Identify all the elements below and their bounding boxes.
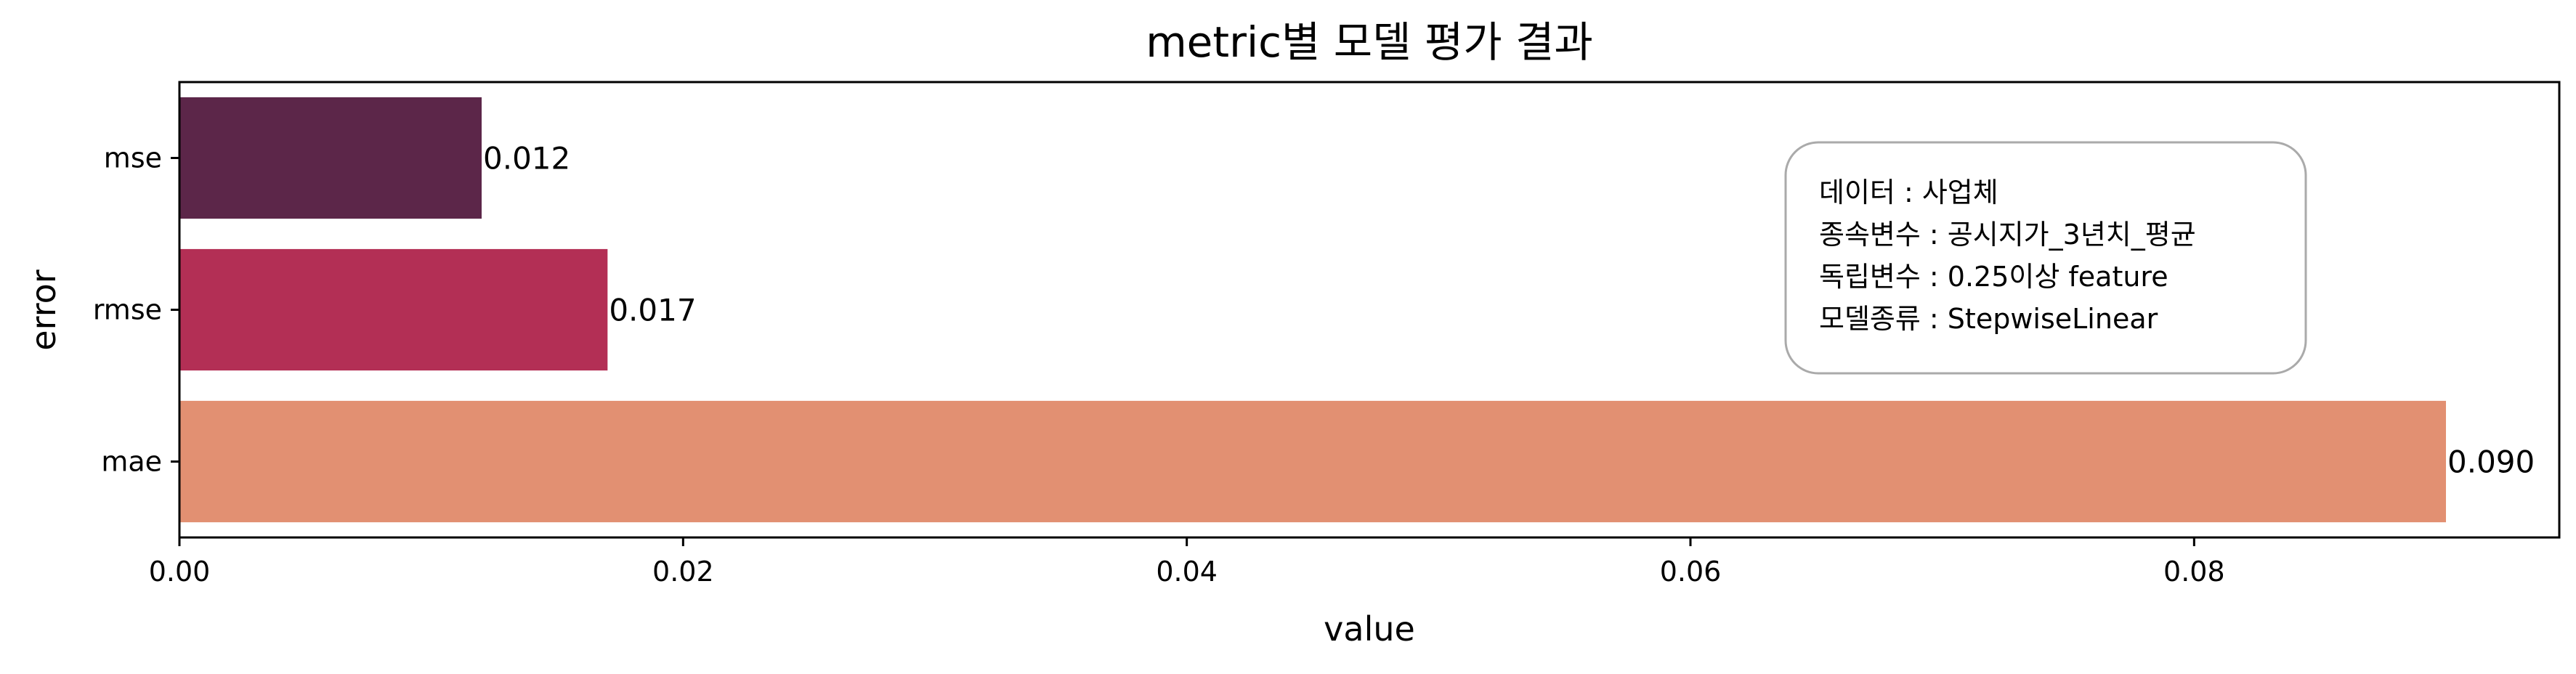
annotation-line-3: 독립변수 : 0.25이상 feature: [1819, 261, 2168, 293]
plot-frame: [178, 81, 2561, 539]
data-label-mse: 0.012: [483, 141, 570, 176]
annotation-line-2: 종속변수 : 공시지가_3년치_평균: [1819, 219, 2196, 251]
x-tick-label-2: 0.04: [1156, 556, 1218, 588]
chart-title: metric별 모델 평가 결과: [1146, 17, 1593, 67]
data-label-rmse: 0.017: [609, 293, 696, 328]
annotation-line-1: 데이터 : 사업체: [1819, 176, 1998, 208]
annotation-box: 데이터 : 사업체 종속변수 : 공시지가_3년치_평균 독립변수 : 0.25…: [1784, 141, 2307, 375]
y-tick-label-rmse: rmse: [93, 294, 162, 326]
bar-mae: [179, 400, 2446, 523]
x-axis-label: value: [1324, 609, 1415, 649]
annotation-line-4: 모델종류 : StepwiseLinear: [1819, 303, 2158, 335]
x-axis-ticks: 0.00 0.02 0.04 0.06 0.08: [149, 537, 2225, 588]
y-tick-label-mae: mae: [101, 446, 162, 478]
y-axis-label: error: [24, 269, 63, 350]
bar-rmse: [179, 248, 608, 371]
x-tick-label-1: 0.02: [652, 556, 714, 588]
data-label-mae: 0.090: [2447, 444, 2535, 480]
bar-mse: [179, 97, 482, 219]
y-tick-label-mse: mse: [104, 142, 162, 174]
x-tick-label-0: 0.00: [149, 556, 211, 588]
data-labels-group: 0.012 0.017 0.090: [483, 141, 2535, 480]
bars-group: [179, 97, 2446, 523]
y-axis-ticks: mse rmse mae: [93, 142, 179, 478]
x-tick-label-4: 0.08: [2163, 556, 2225, 588]
annotation-frame: [1784, 141, 2307, 375]
x-tick-label-3: 0.06: [1660, 556, 1722, 588]
